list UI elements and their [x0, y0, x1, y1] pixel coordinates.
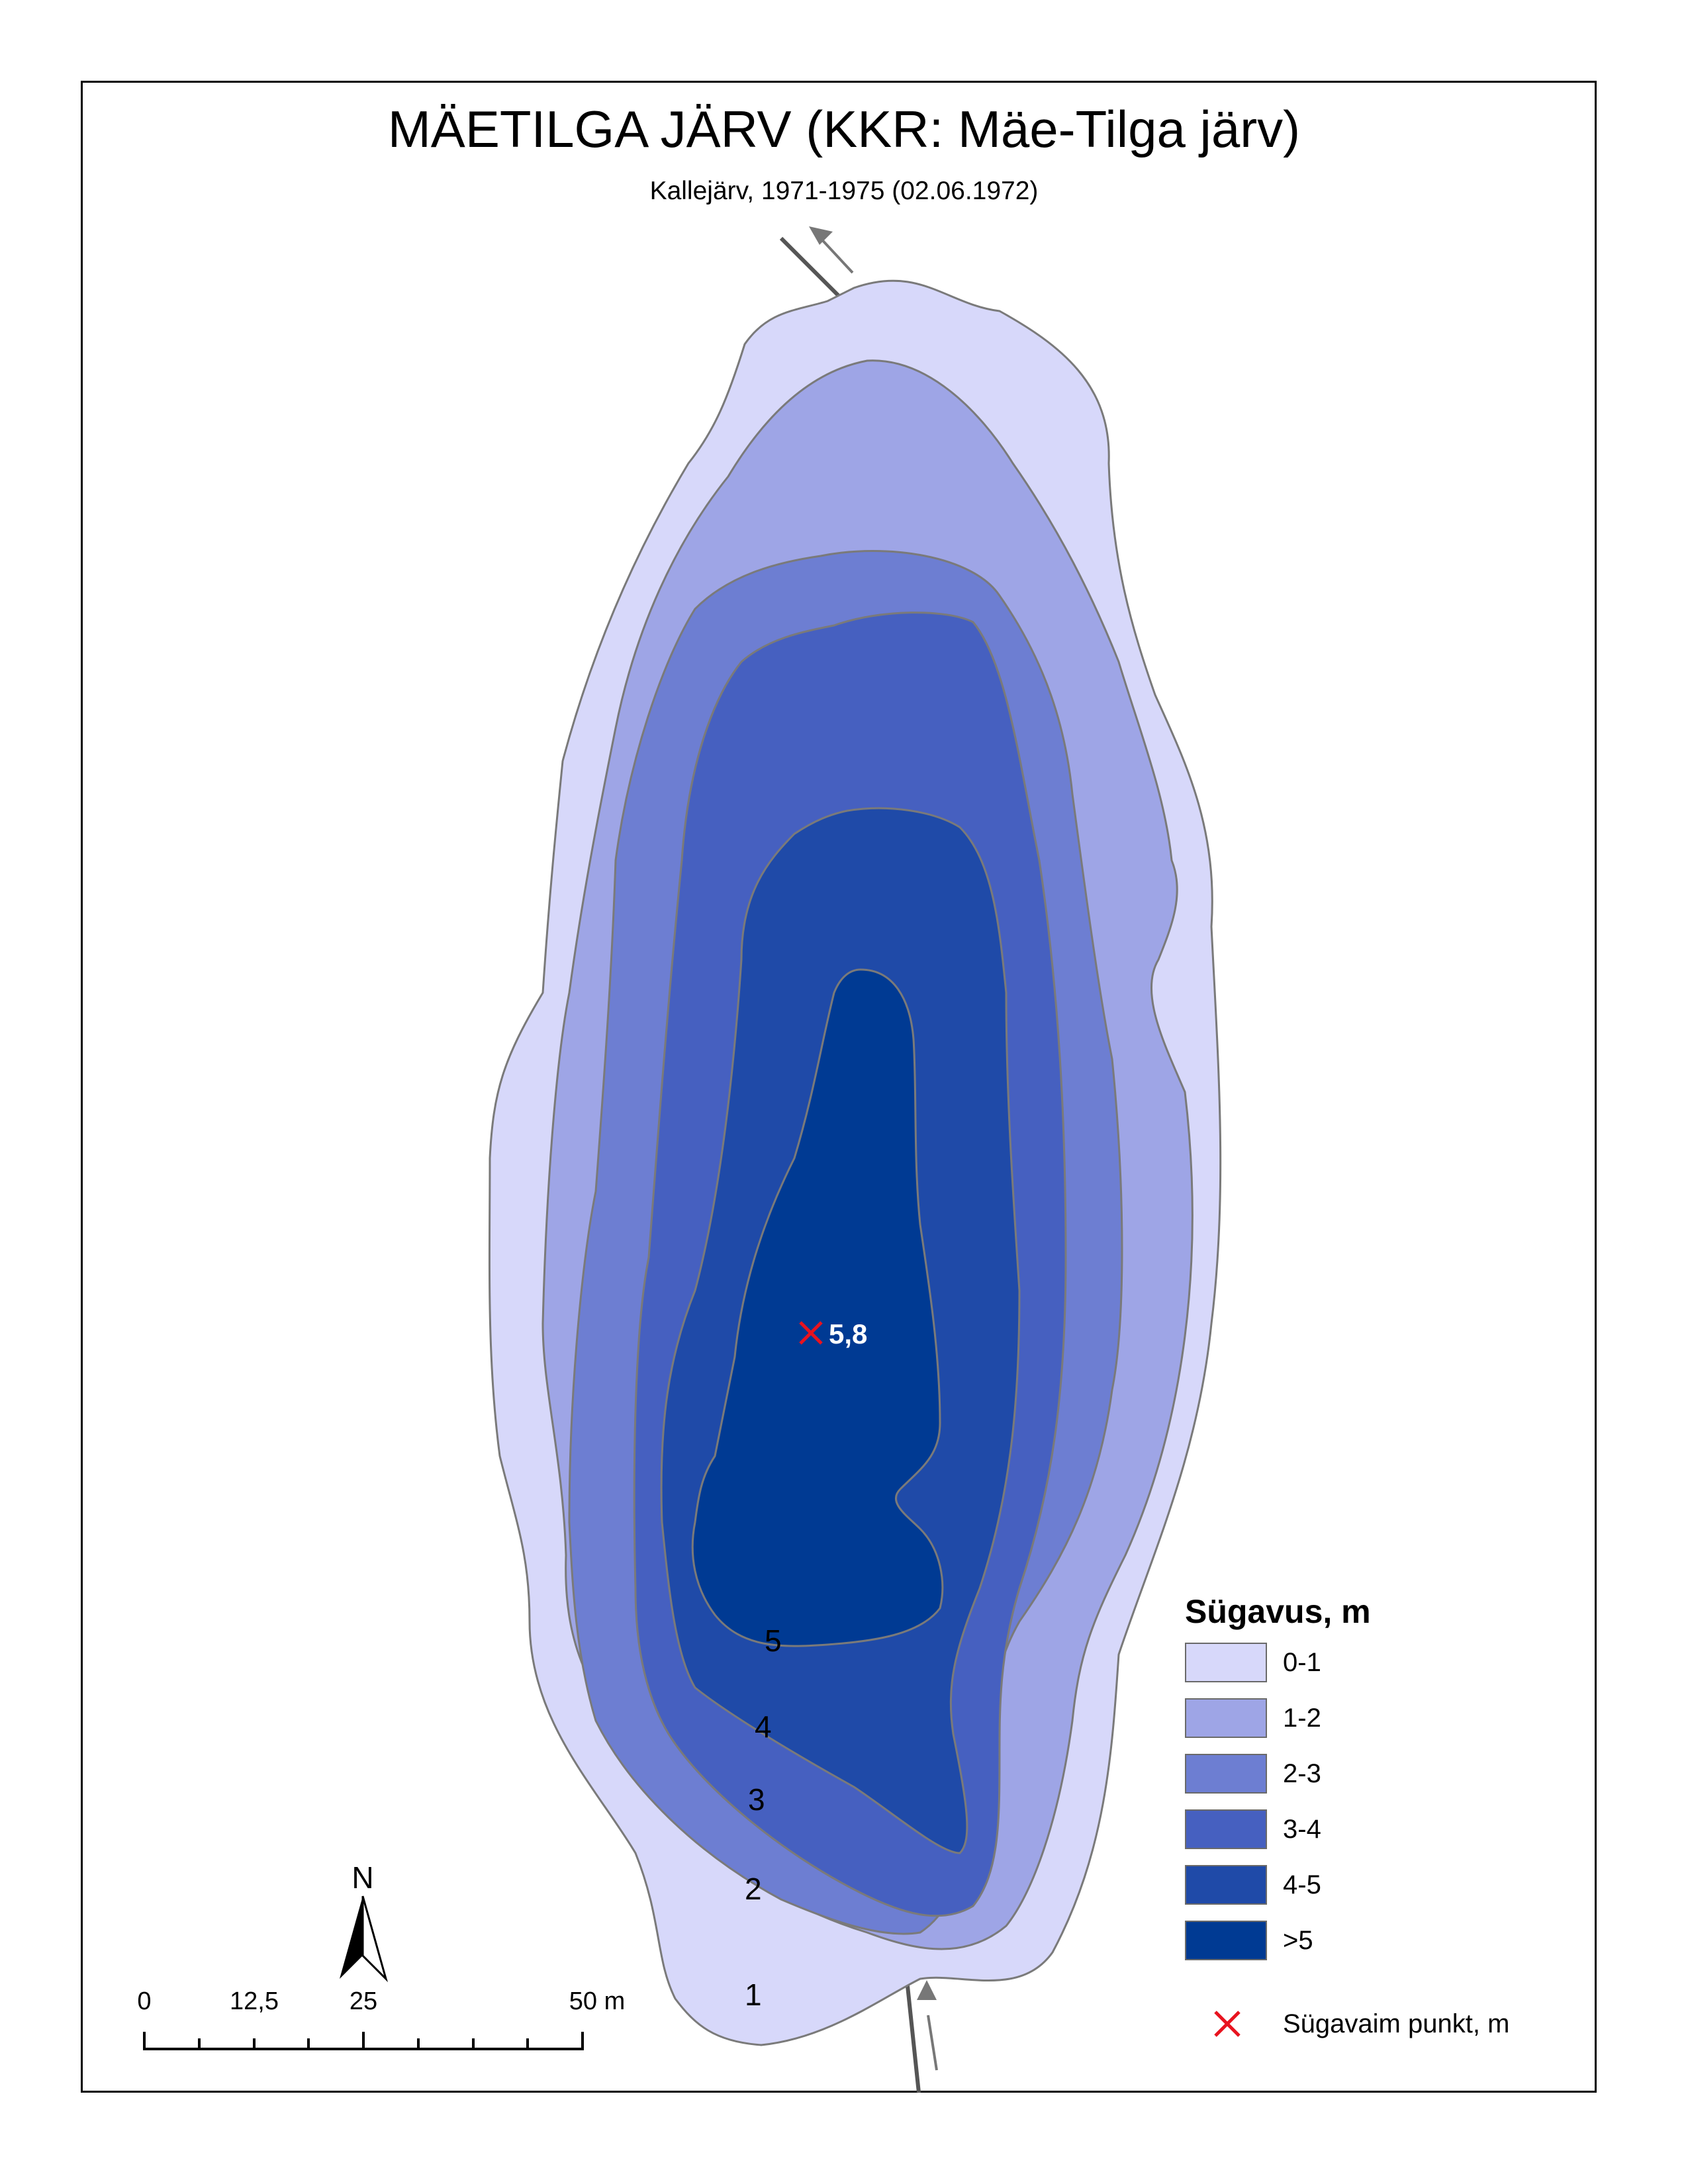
contour-label-5: 5	[765, 1623, 782, 1658]
depth-zone-over-5	[691, 968, 944, 1647]
legend-swatch	[1185, 1698, 1267, 1738]
legend-label: 4-5	[1283, 1870, 1321, 1899]
legend-label: 0-1	[1283, 1648, 1321, 1677]
legend-title: Sügavus, m	[1185, 1593, 1371, 1630]
legend-marker-label: Sügavaim punkt, m	[1283, 2009, 1510, 2038]
contour-label-4: 4	[755, 1709, 772, 1744]
north-arrow-label: N	[352, 1860, 373, 1895]
north-arrow-icon	[340, 1895, 388, 1983]
contour-label-1: 1	[745, 1978, 762, 2012]
legend-swatch	[1185, 1754, 1267, 1794]
legend-label: >5	[1283, 1926, 1313, 1955]
scale-label-0: 0	[137, 1987, 152, 2015]
outflow-stream	[779, 226, 854, 303]
deepest-point-marker	[799, 1321, 823, 1345]
arrow-up-left-icon	[809, 226, 833, 245]
inflow-stream	[904, 1966, 938, 2093]
scale-label-12-5: 12,5	[230, 1987, 279, 2015]
map-title: MÄETILGA JÄRV (KKR: Mäe-Tilga järv)	[387, 100, 1301, 158]
arrow-up-icon	[917, 1980, 937, 2000]
red-x-icon	[1214, 2011, 1241, 2037]
contour-label-2: 2	[745, 1872, 762, 1906]
map-subtitle: Kallejärv, 1971-1975 (02.06.1972)	[649, 177, 1039, 205]
legend-label: 2-3	[1283, 1759, 1321, 1788]
legend-swatch	[1185, 1865, 1267, 1905]
deepest-point-label: 5,8	[829, 1318, 867, 1349]
map-frame	[81, 81, 1597, 2093]
scale-bar	[143, 2032, 584, 2050]
legend-swatch	[1185, 1643, 1267, 1682]
contour-label-3: 3	[748, 1782, 765, 1817]
legend-swatch	[1185, 1809, 1267, 1849]
legend-swatch	[1185, 1921, 1267, 1960]
legend-label: 3-4	[1283, 1815, 1321, 1844]
scale-label-25: 25	[349, 1987, 378, 2015]
scale-label-50: 50 m	[569, 1987, 626, 2015]
legend-label: 1-2	[1283, 1704, 1321, 1733]
